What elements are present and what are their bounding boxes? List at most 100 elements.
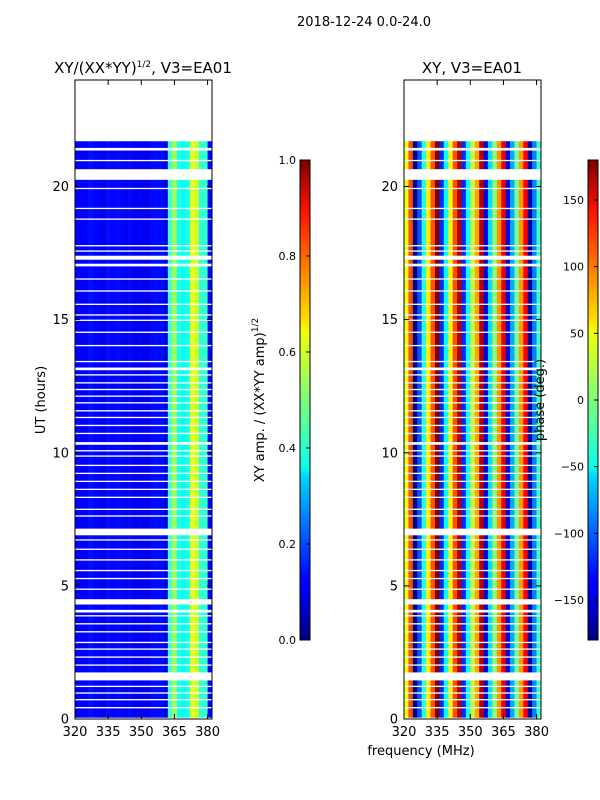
amplitude-y-label: UT (hours)	[34, 366, 49, 434]
phase-data-gap	[404, 717, 541, 719]
amplitude-colorbar-gradient	[299, 159, 311, 641]
amplitude-data-gap	[75, 508, 212, 510]
amplitude-data-gap	[75, 245, 212, 247]
amplitude-frequency-cell	[194, 80, 200, 719]
amplitude-x-tick-label: 335	[96, 725, 121, 740]
amplitude-data-gap	[75, 169, 212, 180]
phase-panel-title: XY, V3=EA01	[422, 59, 522, 77]
amplitude-colorbar-tick-label: 0.8	[279, 250, 297, 263]
amplitude-frequency-cell	[207, 80, 213, 719]
phase-frequency-cell	[527, 80, 533, 719]
amplitude-data-gap	[75, 159, 212, 162]
amplitude-data-gap	[75, 410, 212, 412]
phase-frequency-cell	[505, 80, 511, 719]
amplitude-colorbar-ticks: 0.0 0.2 0.4 0.6 0.8 1.0	[279, 154, 310, 647]
amplitude-frequency-cell	[172, 80, 177, 719]
amplitude-data-gap	[75, 588, 212, 590]
phase-data-gap	[404, 699, 541, 701]
amplitude-data-gaps	[75, 80, 212, 719]
amplitude-frequency-cell	[114, 80, 120, 719]
phase-frequency-cell	[461, 80, 467, 719]
phase-data-gap	[404, 250, 541, 252]
phase-frequency-cell	[448, 80, 453, 719]
amplitude-data-gap	[75, 464, 212, 467]
phase-data-gap	[404, 207, 541, 210]
amplitude-frequency-cell	[145, 80, 151, 719]
amplitude-colorbar-tick-label: 0.4	[279, 442, 297, 455]
phase-data-gap	[404, 278, 541, 280]
phase-colorbar: −150 −100 −50 0 50 100 150 phase (deg.)	[533, 159, 599, 641]
amplitude-data-gap	[75, 255, 212, 260]
amplitude-data-gap	[75, 641, 212, 644]
amplitude-frequency-cell	[132, 80, 138, 719]
phase-data-gap	[404, 360, 541, 363]
phase-data-gap	[404, 464, 541, 467]
phase-data-gap	[404, 515, 541, 517]
amplitude-data-gap	[75, 388, 212, 391]
phase-frequency-cell	[439, 80, 445, 719]
amplitude-frequency-cell	[110, 80, 116, 719]
amplitude-frequency-cell	[185, 80, 191, 719]
phase-data-gap	[404, 424, 541, 427]
phase-y-ticks: 0 5 10 15 20	[381, 180, 541, 728]
amplitude-heatmap	[75, 80, 213, 719]
phase-data-gap	[404, 648, 541, 650]
amplitude-data-gap	[75, 472, 212, 475]
phase-frequency-cell	[452, 80, 458, 719]
phase-data-gap	[404, 577, 541, 580]
phase-frequency-cell	[492, 80, 498, 719]
amplitude-data-gap	[75, 672, 212, 681]
phase-data-gap	[404, 319, 541, 321]
amplitude-data-gap	[75, 609, 212, 613]
phase-data-gap	[404, 402, 541, 404]
amplitude-data-gap	[75, 577, 212, 580]
amplitude-y-tick-label: 20	[52, 180, 69, 195]
phase-data-gap	[404, 187, 541, 190]
amplitude-data-gap	[75, 615, 212, 617]
phase-data-gaps	[404, 80, 541, 719]
phase-colorbar-tick-label: −100	[554, 527, 584, 540]
phase-data-gap	[404, 255, 541, 260]
amplitude-frequency-cell	[128, 80, 133, 719]
amplitude-data-gap	[75, 631, 212, 633]
amplitude-data-gap	[75, 699, 212, 701]
amplitude-data-gap	[75, 314, 212, 316]
phase-colorbar-ticks: −150 −100 −50 0 50 100 150	[554, 194, 598, 607]
phase-frequency-cell	[487, 80, 493, 719]
amplitude-y-ticks: 0 5 10 15 20	[52, 180, 212, 728]
phase-y-tick-label: 20	[381, 180, 398, 195]
amplitude-x-tick-label: 350	[129, 725, 154, 740]
amplitude-frequency-cell	[123, 80, 129, 719]
phase-frequency-cell	[523, 80, 529, 719]
phase-frequency-cell	[426, 80, 431, 719]
phase-data-gap	[404, 169, 541, 180]
phase-colorbar-label: phase (deg.)	[533, 359, 548, 441]
phase-frequency-cell	[483, 80, 489, 719]
amplitude-data-gap	[75, 374, 212, 376]
phase-data-gap	[404, 692, 541, 694]
phase-data-gap	[404, 80, 541, 142]
amplitude-data-gap	[75, 707, 212, 709]
amplitude-axes-frame	[74, 79, 213, 720]
figure-suptitle: 2018-12-24 0.0-24.0	[297, 15, 431, 30]
phase-frequency-cell	[479, 80, 484, 719]
amplitude-data-gap	[75, 685, 212, 688]
phase-data-gap	[404, 450, 541, 452]
phase-frequency-cell	[470, 80, 476, 719]
phase-heatmap	[404, 80, 542, 719]
amplitude-x-tick-label: 380	[195, 725, 220, 740]
amplitude-data-gap	[75, 539, 212, 541]
amplitude-data-gap	[75, 278, 212, 280]
phase-frequency-cell	[532, 80, 537, 719]
amplitude-colorbar-tick-label: 0.6	[279, 346, 297, 359]
amplitude-x-tick-label: 320	[63, 725, 88, 740]
amplitude-y-tick-label: 0	[61, 713, 69, 728]
phase-x-ticks: 320 335 350 365 380	[392, 80, 549, 740]
phase-frequency-cell	[404, 80, 409, 719]
phase-frequency-cell	[518, 80, 524, 719]
amplitude-data-gap	[75, 367, 212, 371]
amplitude-frequency-cell	[141, 80, 147, 719]
amplitude-data-gap	[75, 717, 212, 719]
phase-x-tick-label: 335	[425, 725, 450, 740]
phase-y-tick-label: 5	[390, 579, 398, 594]
